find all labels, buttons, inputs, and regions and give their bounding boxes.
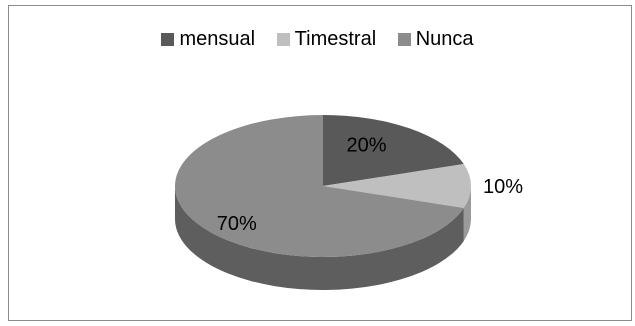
legend-swatch-nunca <box>397 33 411 46</box>
legend-label-mensual: mensual <box>179 28 256 50</box>
legend-item-nunca: Nunca <box>397 28 474 51</box>
pie-slice-mensual <box>323 115 464 186</box>
pie-side-nunca <box>175 186 464 291</box>
data-label-mensual: 20% <box>346 134 386 156</box>
pie-slice-nunca <box>175 115 464 257</box>
legend-label-nunca: Nunca <box>415 28 474 50</box>
chart-legend: mensual Timestral Nunca <box>0 28 635 52</box>
legend-swatch-mensual <box>161 33 175 46</box>
pie-side-walls <box>175 186 471 291</box>
legend-item-mensual: mensual <box>161 28 255 51</box>
pie-side-timestral <box>463 186 471 241</box>
pie-slice-timestral <box>323 164 471 208</box>
data-label-nunca: 70% <box>217 213 257 235</box>
legend-swatch-timestral <box>276 33 290 46</box>
legend-label-timestral: Timestral <box>294 28 377 50</box>
data-label-timestral: 10% <box>483 176 523 198</box>
legend-item-timestral: Timestral <box>276 28 377 51</box>
